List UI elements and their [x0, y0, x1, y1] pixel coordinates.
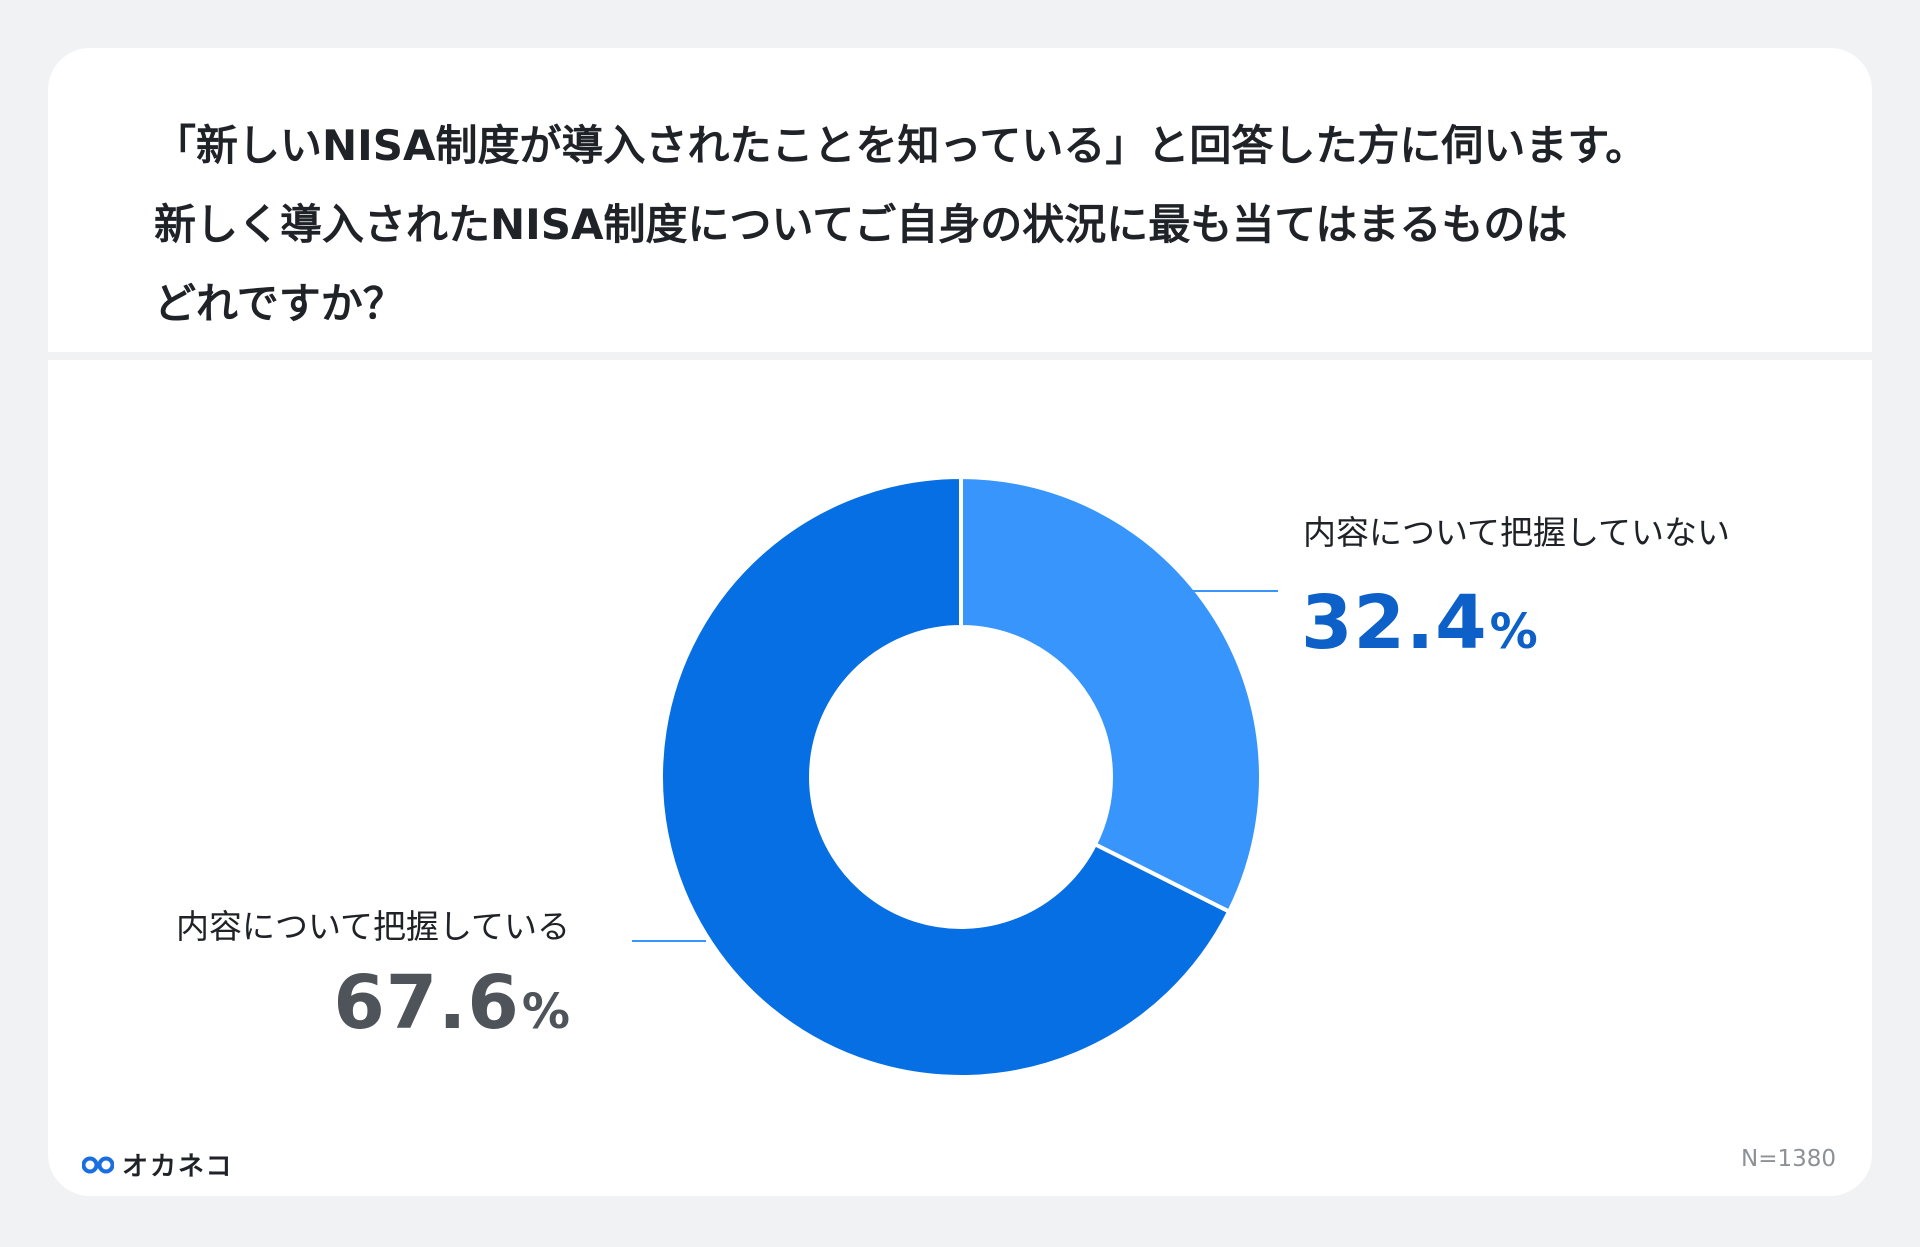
question-line-1: 「新しいNISA制度が導入されたことを知っている」と回答した方に伺います。 — [154, 121, 1648, 170]
slice-label-understood: 内容について把握している — [175, 907, 570, 946]
glasses-logo-icon — [82, 1156, 114, 1173]
sample-size: N=1380 — [1740, 1146, 1836, 1172]
slice-label-not-understood: 内容について把握していない — [1303, 513, 1731, 552]
question-line-2: 新しく導入されたNISA制度についてご自身の状況に最も当てはまるものは — [154, 200, 1568, 249]
header-divider — [48, 352, 1872, 360]
slice-value-not-understood: 32.4% — [1301, 586, 1538, 660]
value-number-not-understood: 32.4 — [1301, 580, 1488, 666]
chart-card: 「新しいNISA制度が導入されたことを知っている」と回答した方に伺います。 新し… — [48, 48, 1872, 1196]
brand-name: オカネコ — [122, 1152, 234, 1182]
question-line-3: どれですか？ — [154, 279, 405, 328]
donut-slice-not-understood — [959, 474, 1263, 915]
percent-sign: % — [1489, 604, 1538, 660]
donut-chart — [632, 474, 1278, 1079]
question-title: 「新しいNISA制度が導入されたことを知っている」と回答した方に伺います。 新し… — [154, 106, 1794, 343]
brand: オカネコ — [82, 1146, 233, 1183]
slice-value-understood: 67.6% — [333, 966, 570, 1040]
percent-sign: % — [521, 984, 570, 1040]
value-number-understood: 67.6 — [333, 960, 520, 1046]
donut-slice-understood — [659, 474, 1232, 1079]
